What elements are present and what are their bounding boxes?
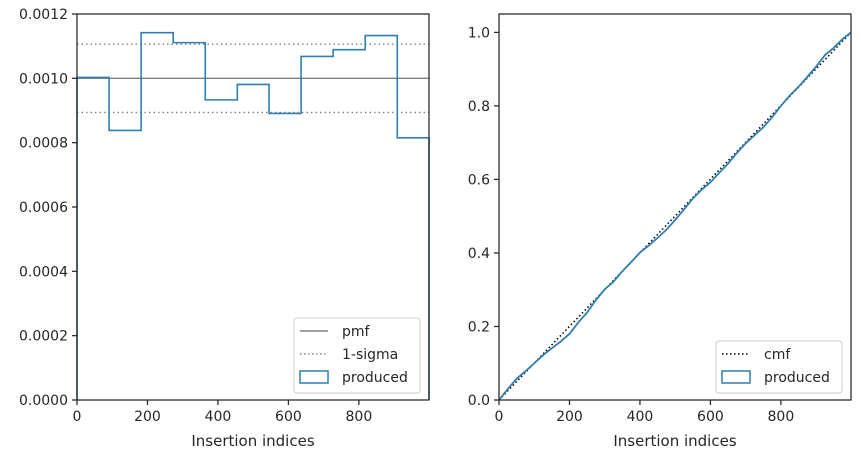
y-tick-label: 0.4 bbox=[468, 246, 490, 262]
right-x-axis-label: Insertion indices bbox=[613, 432, 736, 450]
y-tick-label: 0.0004 bbox=[19, 264, 68, 280]
x-tick-label: 400 bbox=[627, 409, 654, 425]
y-tick-label: 0.2 bbox=[468, 319, 490, 335]
y-tick-label: 0.0006 bbox=[19, 200, 68, 216]
legend-cmf-label: cmf bbox=[764, 347, 791, 363]
produced-series bbox=[76, 31, 430, 400]
x-tick-label: 600 bbox=[275, 409, 302, 425]
legend-1-sigma-label: 1-sigma bbox=[342, 347, 398, 363]
left-y-axis-ticks: 0.0000 0.0002 0.0004 0.0006 0.0008 0.0010 0.00… bbox=[19, 7, 77, 409]
right-axes-frame bbox=[498, 13, 852, 401]
x-tick-label: 0 bbox=[73, 409, 82, 425]
right-x-axis-ticks: 0 200 400 600 800 bbox=[495, 400, 795, 425]
x-tick-label: 200 bbox=[556, 409, 583, 425]
x-tick-label: 800 bbox=[346, 409, 373, 425]
legend-pmf-label: pmf bbox=[342, 324, 371, 340]
y-tick-label: 0.6 bbox=[468, 172, 490, 188]
x-tick-label: 600 bbox=[697, 409, 724, 425]
y-tick-label: 1.0 bbox=[468, 25, 490, 41]
legend-produced-swatch bbox=[721, 370, 751, 384]
right-y-axis-ticks: 0.0 0.2 0.4 0.6 0.8 1.0 bbox=[468, 25, 499, 409]
left-x-axis-ticks: 0 200 400 600 800 bbox=[73, 400, 373, 425]
left-legend: pmf 1-sigma produced bbox=[293, 317, 421, 394]
right-legend: cmf produced bbox=[715, 340, 843, 394]
y-tick-label: 0.0008 bbox=[19, 136, 68, 152]
left-axes-frame bbox=[76, 13, 430, 401]
x-tick-label: 0 bbox=[495, 409, 504, 425]
left-legend-box bbox=[293, 317, 421, 394]
y-tick-label: 0.0010 bbox=[19, 71, 68, 87]
produced-series bbox=[498, 31, 852, 401]
y-tick-label: 0.0000 bbox=[19, 393, 68, 409]
x-tick-label: 400 bbox=[205, 409, 232, 425]
right-plot-data bbox=[498, 31, 852, 401]
x-tick-label: 800 bbox=[768, 409, 795, 425]
legend-produced-label: produced bbox=[764, 370, 830, 386]
legend-produced-swatch bbox=[299, 370, 329, 384]
right-chart-panel: 0.0 0.2 0.4 0.6 0.8 1.0 0 200 400 600 800 Inserti… bbox=[468, 13, 852, 450]
legend-produced-label: produced bbox=[342, 370, 408, 386]
y-tick-label: 0.8 bbox=[468, 99, 490, 115]
y-tick-label: 0.0012 bbox=[19, 7, 68, 23]
y-tick-label: 0.0002 bbox=[19, 329, 68, 345]
left-plot-data bbox=[76, 31, 430, 400]
left-chart-panel: 0.0000 0.0002 0.0004 0.0006 0.0008 0.0010 0.00… bbox=[19, 7, 430, 450]
y-tick-label: 0.0 bbox=[468, 393, 490, 409]
left-x-axis-label: Insertion indices bbox=[191, 432, 314, 450]
x-tick-label: 200 bbox=[134, 409, 161, 425]
